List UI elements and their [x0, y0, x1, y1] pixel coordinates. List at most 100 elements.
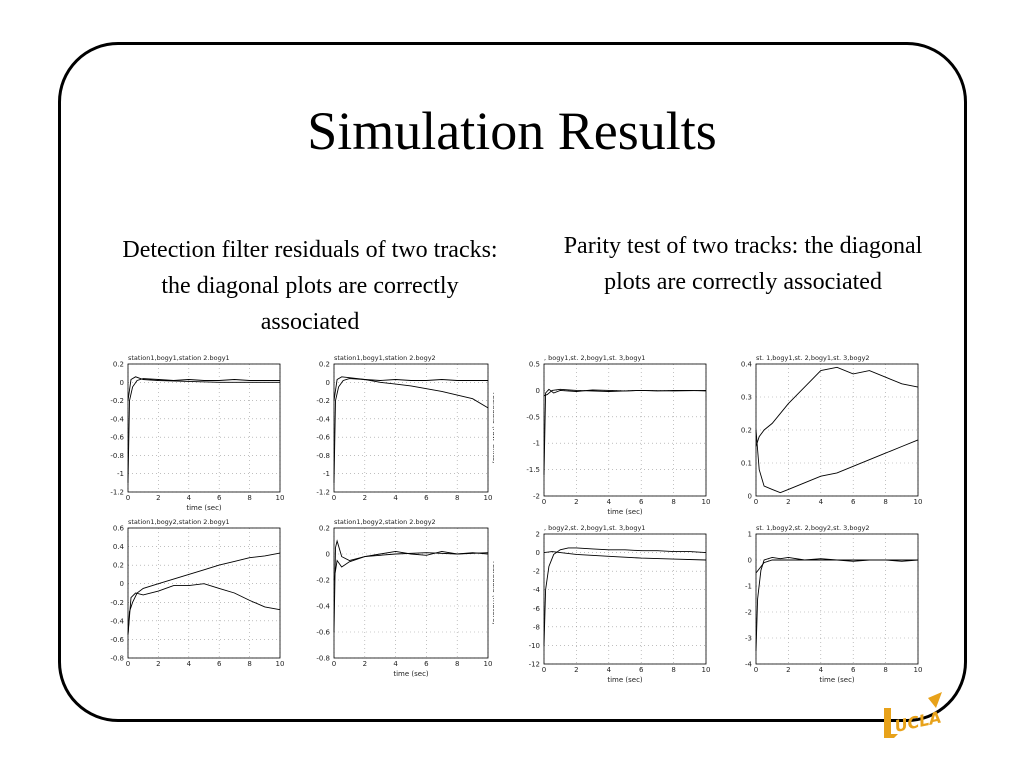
- y-tick-label: 1: [748, 531, 752, 539]
- chart-svg: , bogy2,st. 2,bogy1,st. 3,bogy1 0 2 4 6 8 10 2 0…: [529, 524, 711, 684]
- y-tick-label: 2: [536, 531, 540, 539]
- y-tick-label: -1.2: [110, 489, 124, 497]
- series-line-2: [543, 551, 707, 561]
- x-tick-label: 10: [484, 660, 493, 668]
- x-tick-label: 4: [819, 666, 824, 674]
- y-tick-label: 0: [326, 379, 330, 387]
- y-tick-label: 0.2: [113, 361, 124, 369]
- x-tick-label: 2: [363, 494, 367, 502]
- y-tick-label: -1.5: [526, 466, 540, 474]
- y-tick-label: -0.6: [110, 636, 124, 644]
- x-tick-label: 0: [754, 666, 758, 674]
- series-line-1: [543, 547, 707, 646]
- plot-detection-2-1: station1,bogy2,station 2.bogy1 0 2 4 6 8 10 0.6…: [96, 516, 286, 678]
- y-tick-label: -12: [529, 661, 540, 669]
- y-axis-label: residuals (meters): [491, 561, 494, 625]
- y-tick-label: 0: [748, 557, 752, 565]
- x-tick-label: 10: [702, 498, 711, 506]
- y-tick-label: -2: [745, 609, 752, 617]
- x-tick-label: 4: [393, 660, 398, 668]
- y-tick-label: 0.2: [319, 361, 330, 369]
- x-tick-label: 10: [702, 666, 711, 674]
- y-tick-label: -0.2: [110, 599, 124, 607]
- x-tick-label: 4: [393, 494, 398, 502]
- x-tick-label: 10: [484, 494, 493, 502]
- x-tick-label: 6: [424, 494, 429, 502]
- chart-title: st. 1,bogy2,st. 2,bogy2,st. 3,bogy2: [756, 524, 870, 532]
- y-tick-label: -1: [323, 470, 330, 478]
- series-line-1: [755, 556, 919, 652]
- chart-title: , bogy2,st. 2,bogy1,st. 3,bogy1: [544, 524, 645, 532]
- plot-area: [127, 527, 281, 659]
- x-tick-label: 10: [914, 666, 923, 674]
- plot-area: [755, 533, 919, 665]
- series-line-1: [755, 366, 919, 447]
- y-tick-label: -0.6: [316, 629, 330, 637]
- x-tick-label: 4: [187, 660, 192, 668]
- x-tick-label: 4: [819, 498, 824, 506]
- y-tick-label: -0.6: [110, 434, 124, 442]
- y-axis-label: residuals (raw units): [491, 392, 494, 464]
- chart-svg: , bogy1,st. 2,bogy1,st. 3,bogy1 0 2 4 6 8 10 0.…: [526, 354, 711, 516]
- slide-title: Simulation Results: [307, 101, 717, 161]
- y-tick-label: -4: [533, 586, 541, 594]
- chart-svg: station1,bogy2,station 2.bogy2 0 2 4 6 8 10 0.2…: [316, 518, 499, 678]
- x-axis-label: time (sec): [607, 676, 643, 684]
- chart-title: station1,bogy1,station 2.bogy1: [128, 354, 230, 362]
- chart-title: station1,bogy2,station 2.bogy2: [334, 518, 436, 526]
- plot-parity-1-1: , bogy1,st. 2,bogy1,st. 3,bogy1 0 2 4 6 8 10 0.…: [512, 352, 712, 516]
- plot-detection-1-1: station1,bogy1,station 2.bogy1 0 2 4 6 8 10 0.2…: [96, 352, 286, 512]
- y-tick-label: -1: [745, 583, 752, 591]
- y-tick-label: 0.4: [741, 361, 753, 369]
- y-tick-label: -6: [533, 605, 541, 613]
- y-tick-label: 0.4: [113, 543, 125, 551]
- x-tick-label: 6: [851, 666, 856, 674]
- plot-area: [333, 527, 489, 659]
- series-line-2: [127, 376, 280, 401]
- y-tick-label: -8: [533, 623, 540, 631]
- ucla-logo: UCLA: [880, 690, 960, 750]
- x-tick-label: 0: [332, 494, 336, 502]
- x-tick-label: 6: [851, 498, 856, 506]
- y-tick-label: -3: [745, 635, 752, 643]
- x-tick-label: 2: [156, 660, 160, 668]
- x-axis-label: time (sec): [819, 676, 855, 684]
- series-line-2: [755, 559, 918, 574]
- series-line-2: [755, 429, 919, 494]
- series-line-2: [333, 552, 489, 581]
- plot-detection-2-2: station1,bogy2,station 2.bogy2 0 2 4 6 8 10 0.2…: [302, 516, 499, 678]
- y-tick-label: 0: [748, 493, 752, 501]
- x-tick-label: 8: [247, 494, 251, 502]
- y-tick-label: 0.6: [113, 525, 125, 533]
- x-tick-label: 0: [542, 498, 546, 506]
- chart-svg: station1,bogy2,station 2.bogy1 0 2 4 6 8 10 0.6…: [110, 518, 284, 668]
- y-tick-label: -0.4: [110, 415, 124, 423]
- x-tick-label: 6: [217, 660, 222, 668]
- x-tick-label: 4: [607, 498, 612, 506]
- chart-title: st. 1,bogy1,st. 2,bogy1,st. 3,bogy2: [756, 354, 870, 362]
- y-tick-label: -0.8: [316, 655, 330, 663]
- series-line-2: [127, 583, 281, 635]
- y-tick-label: 0.2: [319, 525, 330, 533]
- slide-frame: [58, 42, 967, 722]
- series-line-1: [127, 378, 280, 483]
- y-tick-label: 0: [536, 549, 540, 557]
- y-tick-label: -2: [533, 493, 540, 501]
- x-tick-label: 2: [574, 498, 578, 506]
- x-tick-label: 2: [363, 660, 367, 668]
- x-tick-label: 2: [156, 494, 160, 502]
- x-tick-label: 4: [607, 666, 612, 674]
- y-tick-label: -0.8: [110, 452, 124, 460]
- x-tick-label: 8: [247, 660, 251, 668]
- chart-title: station1,bogy1,station 2.bogy2: [334, 354, 436, 362]
- x-tick-label: 10: [276, 494, 285, 502]
- plot-area: [333, 363, 489, 493]
- y-tick-label: -0.4: [110, 617, 124, 625]
- chart-svg: st. 1,bogy2,st. 2,bogy2,st. 3,bogy2 0 2 4 6 8…: [745, 524, 923, 684]
- x-tick-label: 0: [332, 660, 336, 668]
- x-tick-label: 2: [786, 666, 790, 674]
- y-tick-label: 0.2: [741, 427, 752, 435]
- y-tick-label: -1: [117, 470, 124, 478]
- chart-title: station1,bogy2,station 2.bogy1: [128, 518, 230, 526]
- series-line-1: [333, 378, 488, 483]
